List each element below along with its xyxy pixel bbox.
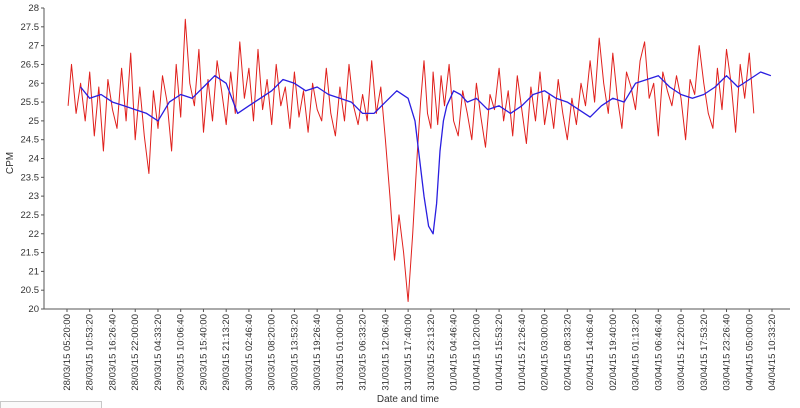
x-tick-label: 30/03/15 08:20:00 [267,314,278,391]
x-tick-label: 01/04/15 10:20:00 [471,314,482,391]
x-tick-label: 02/04/15 14:06:40 [585,314,596,391]
x-tick-label: 31/03/15 23:13:20 [426,314,437,391]
raw-series-line [67,18,755,302]
y-tick-label: 23 [28,191,39,202]
x-tick-label: 04/04/15 05:00:00 [744,314,755,391]
x-tick-label: 30/03/15 02:46:40 [244,314,255,391]
x-tick-label: 28/03/15 22:00:00 [130,314,141,391]
x-tick-label: 02/04/15 19:40:00 [608,314,619,391]
y-tick-label: 27 [28,41,39,52]
y-tick-label: 21.5 [21,248,40,259]
x-tick-label: 02/04/15 08:33:20 [562,314,573,391]
y-tick-label: 20 [28,304,39,315]
y-tick-label: 24.5 [21,135,40,146]
x-tick-label: 29/03/15 04:33:20 [153,314,164,391]
x-tick-label: 31/03/15 12:06:40 [380,314,391,391]
y-tick-label: 27.5 [21,22,40,33]
y-tick-label: 26.5 [21,59,40,70]
y-axis-title: CPM [5,152,16,174]
y-tick-label: 22.5 [21,210,40,221]
x-tick-label: 29/03/15 10:06:40 [176,314,187,391]
x-tick-label: 31/03/15 06:33:20 [358,314,369,391]
x-tick-label: 03/04/15 12:20:00 [676,314,687,391]
x-tick-label: 01/04/15 15:53:20 [494,314,505,391]
y-tick-label: 28 [28,3,39,14]
x-tick-label: 01/04/15 21:26:40 [517,314,528,391]
x-tick-label: 31/03/15 01:00:00 [335,314,346,391]
y-tick-label: 26 [28,78,39,89]
x-tick-label: 01/04/15 04:46:40 [449,314,460,391]
x-tick-label: 30/03/15 13:53:20 [289,314,300,391]
x-tick-label: 04/04/15 10:33:20 [767,314,778,391]
x-tick-label: 03/04/15 17:53:20 [699,314,710,391]
x-axis-title: Date and time [377,394,440,405]
x-tick-label: 03/04/15 06:46:40 [653,314,664,391]
y-tick-label: 25.5 [21,97,40,108]
y-tick-label: 20.5 [21,285,40,296]
status-bar [0,401,102,408]
x-tick-label: 28/03/15 16:26:40 [107,314,118,391]
y-tick-label: 22 [28,229,39,240]
x-tick-label: 29/03/15 21:13:20 [221,314,232,391]
y-tick-label: 21 [28,266,39,277]
x-tick-label: 30/03/15 19:26:40 [312,314,323,391]
x-tick-label: 31/03/15 17:40:00 [403,314,414,391]
x-tick-label: 03/04/15 01:13:20 [631,314,642,391]
x-tick-label: 03/04/15 23:26:40 [722,314,733,391]
y-tick-label: 25 [28,116,39,127]
smoothed-series-line [80,71,772,235]
x-tick-label: 02/04/15 03:00:00 [540,314,551,391]
plot-area: 20 20.5 21 21.5 22 22.5 23 23.5 24 24.5 25 25.5 26 26… [21,3,790,391]
x-tick-label: 28/03/15 10:53:20 [85,314,96,391]
y-tick-label: 23.5 [21,172,40,183]
x-tick-label: 28/03/15 05:20:00 [62,314,73,391]
y-tick-label: 24 [28,154,39,165]
x-tick-label: 29/03/15 15:40:00 [198,314,209,391]
